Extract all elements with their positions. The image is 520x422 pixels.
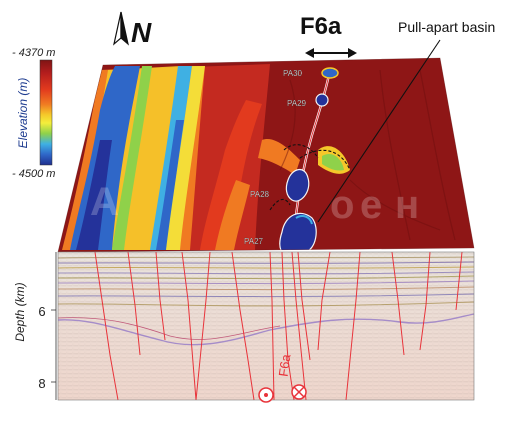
legend-bottom-value: - 4500 m bbox=[12, 168, 55, 180]
basin-label-pa29: PA29 bbox=[287, 99, 307, 108]
double-arrow-icon bbox=[305, 48, 357, 58]
seismic-section bbox=[57, 251, 475, 401]
north-arrow-icon bbox=[113, 11, 122, 46]
svg-text:A: A bbox=[90, 180, 119, 224]
svg-text:e: e bbox=[360, 183, 382, 227]
basin-label-pa30: PA30 bbox=[283, 69, 303, 78]
basin-callout-line bbox=[317, 39, 441, 223]
legend-title: Elevation (m) bbox=[16, 78, 30, 149]
depth-axis-title: Depth (km) bbox=[13, 282, 27, 341]
depth-tick-label-6: 6 bbox=[38, 304, 45, 319]
basin-labels: PA30 PA29 PA28 PA27 bbox=[244, 69, 307, 246]
fault-motion-symbols bbox=[258, 384, 307, 403]
basin-label-pa27: PA27 bbox=[244, 237, 264, 246]
north-arrow: N bbox=[113, 11, 152, 48]
fault-title: F6a bbox=[300, 13, 342, 40]
elevation-legend: Elevation (m) - 4370 m - 4500 m bbox=[12, 47, 55, 180]
elevation-colorbar bbox=[39, 59, 53, 166]
svg-text:н: н bbox=[395, 183, 419, 227]
bathymetry-surface: A ᴏ e н bbox=[57, 57, 475, 253]
basin-callout-label: Pull-apart basin bbox=[398, 19, 495, 35]
legend-top-value: - 4370 m bbox=[12, 47, 55, 59]
depth-tick-label-8: 8 bbox=[38, 376, 45, 391]
basin-label-pa28: PA28 bbox=[250, 190, 270, 199]
depth-axis: 6 8 Depth (km) bbox=[13, 252, 57, 400]
north-label: N bbox=[131, 17, 152, 48]
section-fault-label: F6a bbox=[276, 352, 294, 377]
svg-text:ᴏ: ᴏ bbox=[330, 183, 354, 227]
